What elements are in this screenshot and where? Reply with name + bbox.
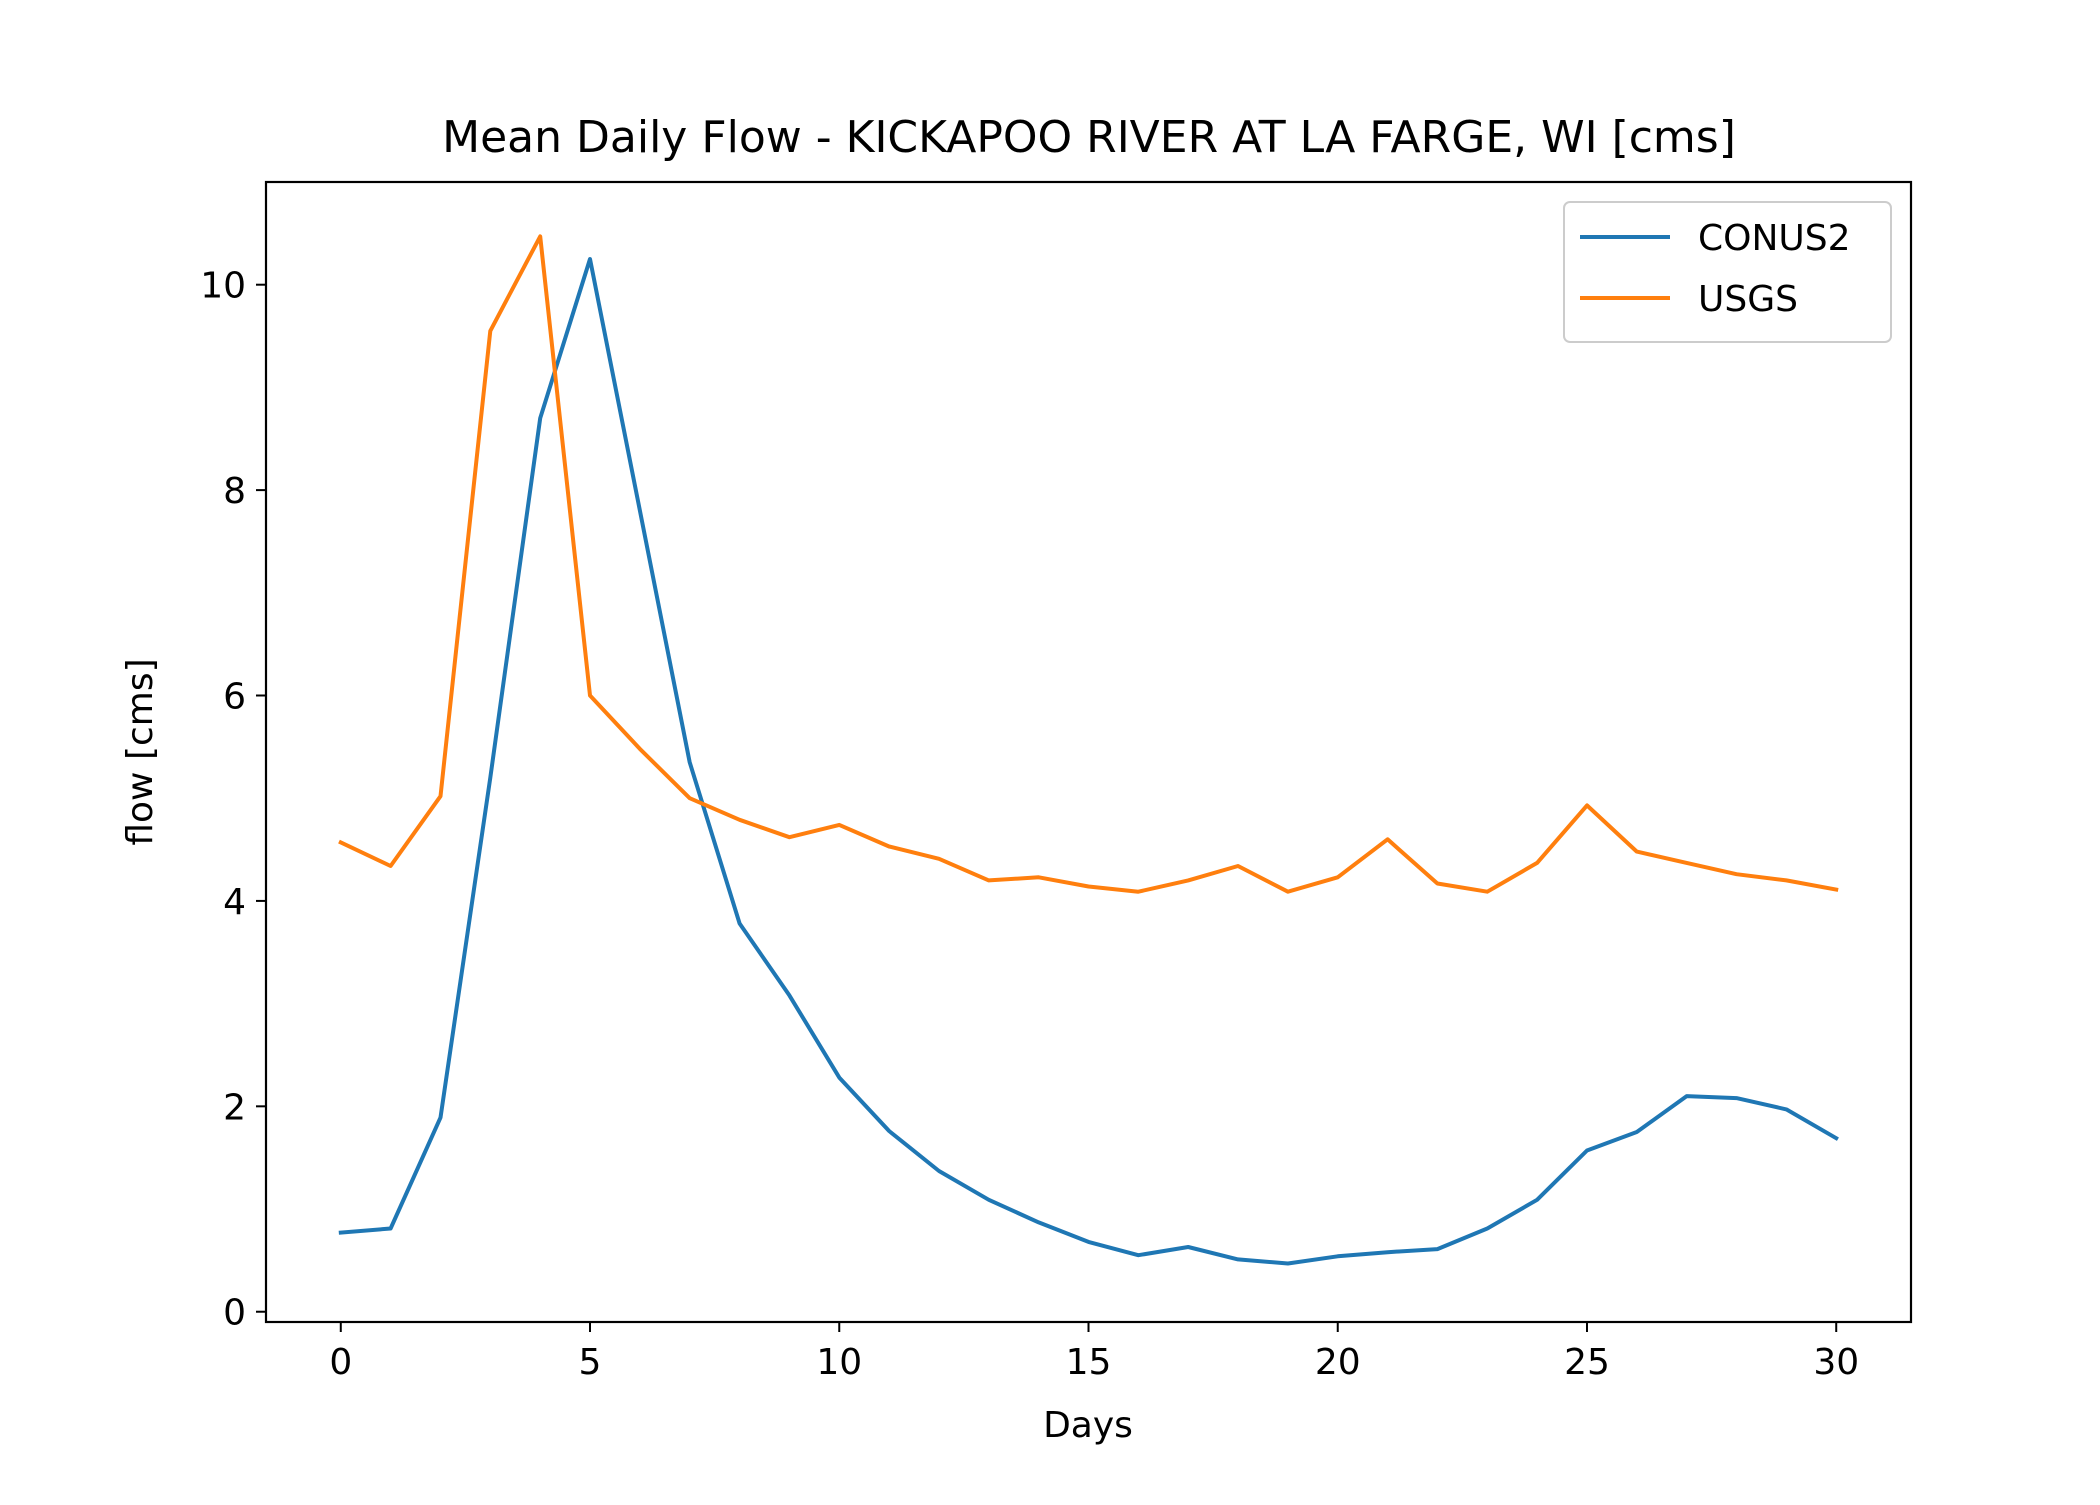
x-tick-label: 30 <box>1813 1342 1859 1383</box>
series-line-conus2 <box>338 257 1839 1266</box>
y-tick-label: 4 <box>223 882 246 923</box>
series-line-usgs <box>338 234 1839 894</box>
y-axis: 0 2 4 6 8 10 <box>200 266 266 1334</box>
legend-label-conus2: CONUS2 <box>1698 218 1851 259</box>
y-axis-label: flow [cms] <box>120 658 161 845</box>
chart-title: Mean Daily Flow - KICKAPOO RIVER AT LA F… <box>442 112 1736 163</box>
y-tick-label: 0 <box>223 1293 246 1334</box>
x-tick-label: 10 <box>816 1342 862 1383</box>
y-tick-label: 10 <box>200 266 246 307</box>
x-tick-label: 15 <box>1066 1342 1112 1383</box>
legend: CONUS2 USGS <box>1563 201 1892 343</box>
y-tick-label: 8 <box>223 471 246 512</box>
x-tick-label: 25 <box>1564 1342 1610 1383</box>
x-tick-label: 0 <box>329 1342 352 1383</box>
x-tick-label: 5 <box>579 1342 602 1383</box>
x-tick-label: 20 <box>1315 1342 1361 1383</box>
x-axis-label: Days <box>1043 1405 1133 1446</box>
series-layer <box>338 234 1839 1266</box>
x-axis: 0 5 10 15 20 25 30 <box>329 1322 1859 1383</box>
y-tick-label: 6 <box>223 677 246 718</box>
legend-label-usgs: USGS <box>1698 279 1798 320</box>
y-tick-label: 2 <box>223 1087 246 1128</box>
